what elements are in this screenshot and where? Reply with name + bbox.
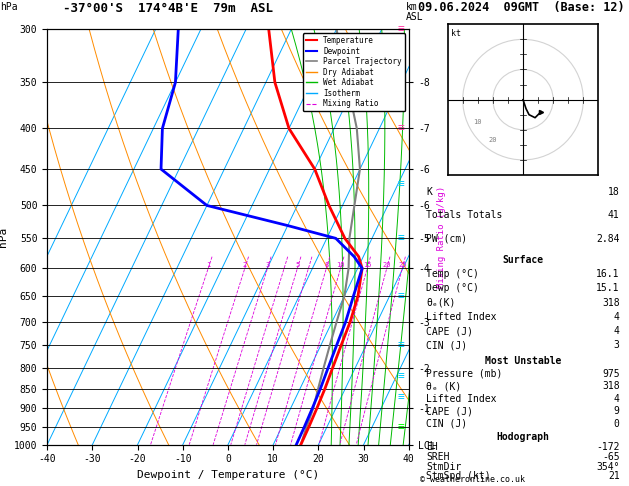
Text: 4: 4: [614, 326, 620, 336]
Text: 10: 10: [337, 262, 345, 268]
Text: PW (cm): PW (cm): [426, 234, 467, 243]
Text: hPa: hPa: [0, 2, 18, 13]
Text: θₑ(K): θₑ(K): [426, 297, 456, 308]
Text: θₑ (K): θₑ (K): [426, 381, 462, 391]
Text: 2.84: 2.84: [596, 234, 620, 243]
Text: 4: 4: [614, 312, 620, 322]
Text: © weatheronline.co.uk: © weatheronline.co.uk: [420, 474, 525, 484]
Text: Dewp (°C): Dewp (°C): [426, 283, 479, 294]
Text: ASL: ASL: [406, 12, 423, 22]
Text: ≡: ≡: [398, 392, 404, 401]
Text: Pressure (mb): Pressure (mb): [426, 368, 503, 379]
Text: 318: 318: [602, 297, 620, 308]
Text: 15.1: 15.1: [596, 283, 620, 294]
Text: 41: 41: [608, 210, 620, 220]
Text: -65: -65: [602, 452, 620, 462]
Text: Totals Totals: Totals Totals: [426, 210, 503, 220]
Text: ≡: ≡: [398, 422, 404, 432]
Text: kt: kt: [451, 29, 460, 38]
Text: Lifted Index: Lifted Index: [426, 394, 497, 404]
Text: ≡: ≡: [398, 340, 404, 350]
Text: ≡: ≡: [398, 24, 404, 34]
Text: CAPE (J): CAPE (J): [426, 326, 474, 336]
Text: 09.06.2024  09GMT  (Base: 12): 09.06.2024 09GMT (Base: 12): [418, 1, 625, 14]
Text: 25: 25: [398, 262, 406, 268]
Text: 3: 3: [614, 340, 620, 350]
X-axis label: Dewpoint / Temperature (°C): Dewpoint / Temperature (°C): [137, 470, 319, 480]
Text: ≡: ≡: [398, 371, 404, 381]
Text: 20: 20: [489, 137, 497, 143]
Text: 5: 5: [295, 262, 299, 268]
Legend: Temperature, Dewpoint, Parcel Trajectory, Dry Adiabat, Wet Adiabat, Isotherm, Mi: Temperature, Dewpoint, Parcel Trajectory…: [303, 33, 405, 111]
Text: K: K: [426, 187, 432, 196]
Text: Temp (°C): Temp (°C): [426, 269, 479, 279]
Text: 15: 15: [363, 262, 372, 268]
Text: 20: 20: [382, 262, 391, 268]
Text: ≡: ≡: [398, 123, 404, 134]
Text: CAPE (J): CAPE (J): [426, 406, 474, 417]
Text: 0: 0: [614, 419, 620, 429]
Text: ≡: ≡: [398, 291, 404, 301]
Text: -172: -172: [596, 442, 620, 452]
Text: 3: 3: [265, 262, 270, 268]
Text: Mixing Ratio (g/kg): Mixing Ratio (g/kg): [437, 186, 446, 288]
Y-axis label: hPa: hPa: [0, 227, 8, 247]
Text: 975: 975: [602, 368, 620, 379]
Text: 8: 8: [324, 262, 328, 268]
Text: StmDir: StmDir: [426, 462, 462, 471]
Text: 2: 2: [243, 262, 247, 268]
Text: -37°00'S  174°4B'E  79m  ASL: -37°00'S 174°4B'E 79m ASL: [63, 2, 273, 16]
Text: 318: 318: [602, 381, 620, 391]
Text: 1: 1: [206, 262, 210, 268]
Text: CIN (J): CIN (J): [426, 340, 467, 350]
Text: Lifted Index: Lifted Index: [426, 312, 497, 322]
Text: SREH: SREH: [426, 452, 450, 462]
Text: ≡: ≡: [398, 233, 404, 243]
Text: Most Unstable: Most Unstable: [485, 356, 561, 366]
Text: StmSpd (kt): StmSpd (kt): [426, 471, 491, 481]
Text: 18: 18: [608, 187, 620, 196]
Text: 4: 4: [614, 394, 620, 404]
Text: Hodograph: Hodograph: [496, 433, 550, 442]
Text: EH: EH: [426, 442, 438, 452]
Text: ≡: ≡: [398, 179, 404, 189]
Text: 21: 21: [608, 471, 620, 481]
Text: 10: 10: [474, 119, 482, 125]
Text: km: km: [406, 2, 418, 13]
Text: Surface: Surface: [503, 255, 543, 265]
Text: 354°: 354°: [596, 462, 620, 471]
Text: 16.1: 16.1: [596, 269, 620, 279]
Text: 9: 9: [614, 406, 620, 417]
Text: CIN (J): CIN (J): [426, 419, 467, 429]
